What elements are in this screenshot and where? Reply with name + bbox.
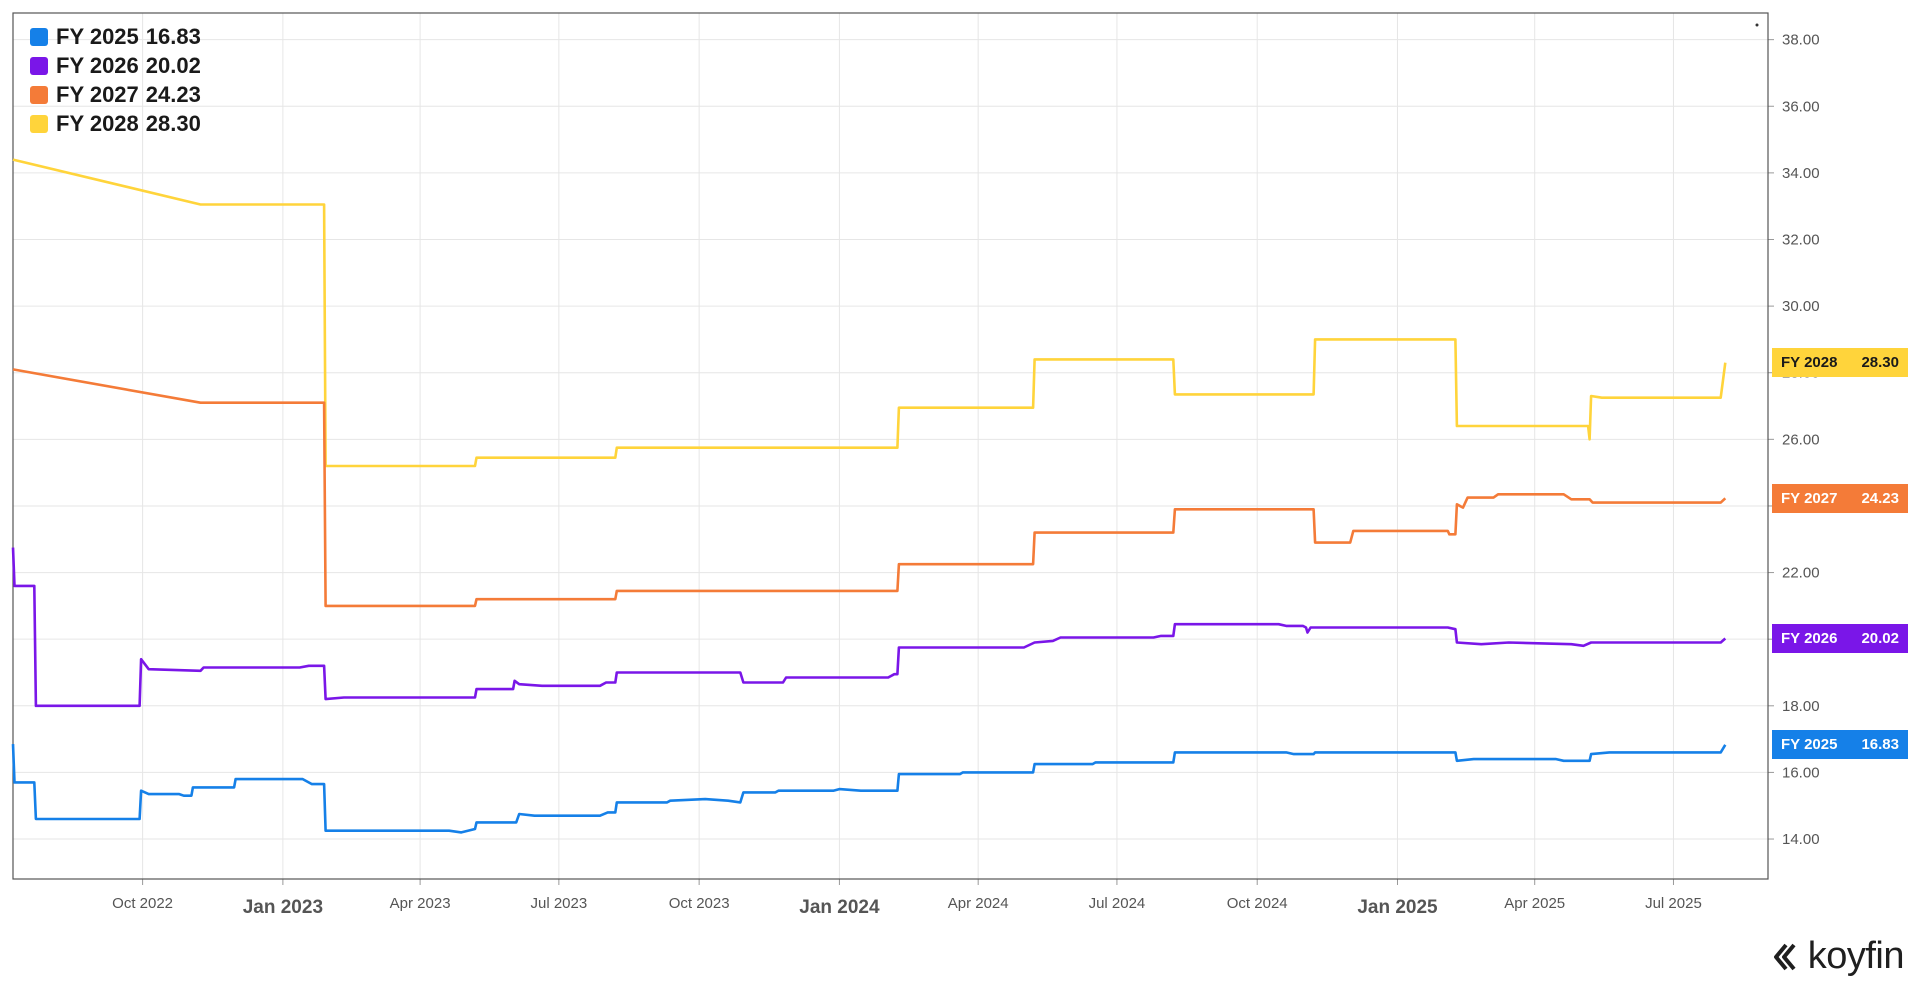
last-value-tag-fy2026: FY 2026 20.02 <box>1772 624 1908 654</box>
x-tick-label: Oct 2023 <box>669 895 730 912</box>
legend-item-fy2026[interactable]: FY 2026 20.02 <box>30 51 201 80</box>
legend-value: 24.23 <box>145 81 201 107</box>
x-tick-label: Apr 2023 <box>390 895 451 912</box>
legend-value: 20.02 <box>145 52 201 78</box>
brand-name: koyfin <box>1807 935 1905 977</box>
tag-label: FY 2027 <box>1781 489 1838 507</box>
y-tick-label: 34.00 <box>1782 165 1820 182</box>
legend-value: 28.30 <box>145 110 201 136</box>
koyfin-logo-icon <box>1773 943 1796 970</box>
y-tick-label: 22.00 <box>1782 565 1820 582</box>
x-tick-label: Apr 2024 <box>948 895 1009 912</box>
legend-item-fy2025[interactable]: FY 2025 16.83 <box>30 22 201 51</box>
y-tick-label: 36.00 <box>1782 98 1820 115</box>
last-value-tag-fy2025: FY 2025 16.83 <box>1772 730 1908 760</box>
series-line-fy2025 <box>11 744 1727 834</box>
last-value-tag-fy2028: FY 2028 28.30 <box>1772 348 1908 378</box>
tag-value: 24.23 <box>1861 489 1899 507</box>
y-tick-label: 26.00 <box>1782 431 1820 448</box>
x-tick-label: Oct 2024 <box>1227 895 1288 912</box>
tag-value: 28.30 <box>1861 354 1899 372</box>
y-tick-label: 30.00 <box>1782 298 1820 315</box>
tag-value: 20.02 <box>1861 630 1899 648</box>
x-tick-label: Apr 2025 <box>1504 895 1565 912</box>
y-tick-label: 32.00 <box>1782 231 1820 248</box>
legend-swatch <box>30 56 48 75</box>
tag-value: 16.83 <box>1861 736 1899 754</box>
corner-marker <box>1755 23 1759 27</box>
y-tick-label: 16.00 <box>1782 764 1820 781</box>
y-tick-label: 18.00 <box>1782 698 1820 715</box>
x-tick-label: Jan 2025 <box>1357 897 1438 918</box>
tag-label: FY 2025 <box>1781 736 1838 754</box>
series-line-fy2028 <box>12 158 1727 468</box>
brand-logo: koyfin <box>1772 935 1905 978</box>
legend-value: 16.83 <box>145 23 201 49</box>
series-line-fy2026 <box>11 547 1727 708</box>
legend-label: FY 2027 <box>56 81 139 107</box>
x-tick-label: Jul 2025 <box>1645 895 1702 912</box>
legend: FY 2025 16.83 FY 2026 20.02 FY 2027 24.2… <box>30 22 201 138</box>
last-value-tag-fy2027: FY 2027 24.23 <box>1772 483 1908 513</box>
x-tick-label: Jan 2024 <box>799 897 880 918</box>
y-tick-label: 38.00 <box>1782 32 1820 49</box>
series-line-fy2027 <box>12 368 1727 608</box>
x-tick-label: Jul 2023 <box>531 895 588 912</box>
x-tick-label: Jul 2024 <box>1089 895 1146 912</box>
legend-item-fy2028[interactable]: FY 2028 28.30 <box>30 109 201 138</box>
x-tick-label: Jan 2023 <box>243 897 323 918</box>
legend-label: FY 2025 <box>56 23 139 49</box>
legend-swatch <box>30 114 48 133</box>
tag-label: FY 2026 <box>1781 630 1838 648</box>
legend-item-fy2027[interactable]: FY 2027 24.23 <box>30 80 201 109</box>
legend-label: FY 2028 <box>56 110 139 136</box>
legend-label: FY 2026 <box>56 52 139 78</box>
legend-swatch <box>30 27 48 46</box>
legend-swatch <box>30 85 48 104</box>
y-tick-label: 14.00 <box>1782 831 1820 848</box>
plot-border <box>12 12 1769 880</box>
tag-label: FY 2028 <box>1781 354 1838 372</box>
x-tick-label: Oct 2022 <box>112 895 173 912</box>
